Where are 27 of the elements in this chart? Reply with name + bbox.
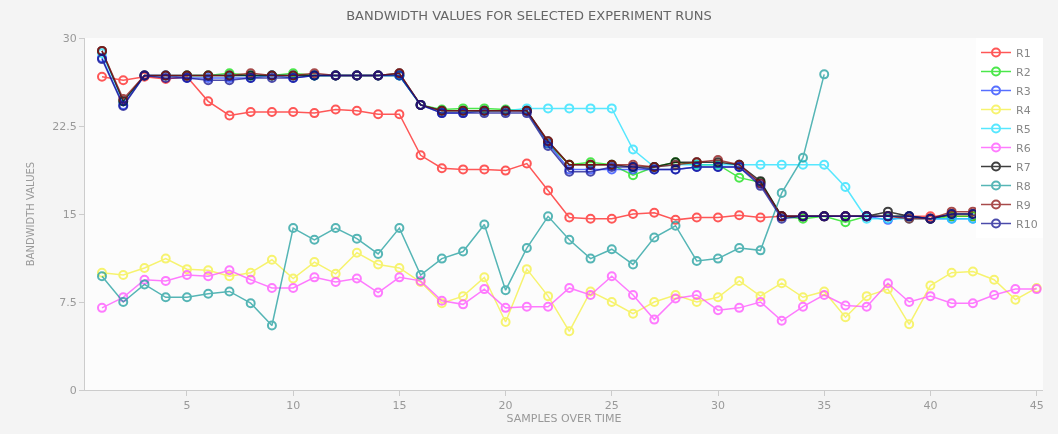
y-tick-label: 22.5 [52, 119, 77, 133]
legend-label: R5 [1016, 122, 1031, 136]
y-tick-label: 7.5 [59, 295, 77, 309]
x-tick-label: 45 [1029, 399, 1044, 413]
legend-label: R9 [1016, 198, 1031, 212]
legend-label: R2 [1016, 65, 1031, 79]
chart-title: BANDWIDTH VALUES FOR SELECTED EXPERIMENT RUNS [346, 7, 712, 23]
x-tick-label: 20 [498, 399, 513, 413]
y-axis-title: BANDWIDTH VALUES [25, 161, 37, 267]
x-axis-title: SAMPLES OVER TIME [506, 412, 622, 426]
legend-label: R10 [1016, 217, 1038, 231]
x-tick-label: 5 [183, 399, 191, 413]
legend-label: R8 [1016, 179, 1031, 193]
y-tick-label: 30 [62, 31, 77, 45]
legend-label: R6 [1016, 141, 1031, 155]
y-tick-label: 0 [69, 383, 77, 397]
y-tick-label: 15 [62, 207, 77, 221]
x-tick-label: 15 [392, 399, 407, 413]
legend-label: R4 [1016, 103, 1031, 117]
x-tick-label: 40 [923, 399, 938, 413]
legend-label: R3 [1016, 84, 1031, 98]
x-tick-label: 10 [286, 399, 301, 413]
x-tick-label: 25 [604, 399, 619, 413]
legend-label: R7 [1016, 160, 1031, 174]
x-tick-label: 35 [817, 399, 832, 413]
x-tick-label: 30 [711, 399, 725, 413]
legend-label: R1 [1016, 46, 1031, 60]
